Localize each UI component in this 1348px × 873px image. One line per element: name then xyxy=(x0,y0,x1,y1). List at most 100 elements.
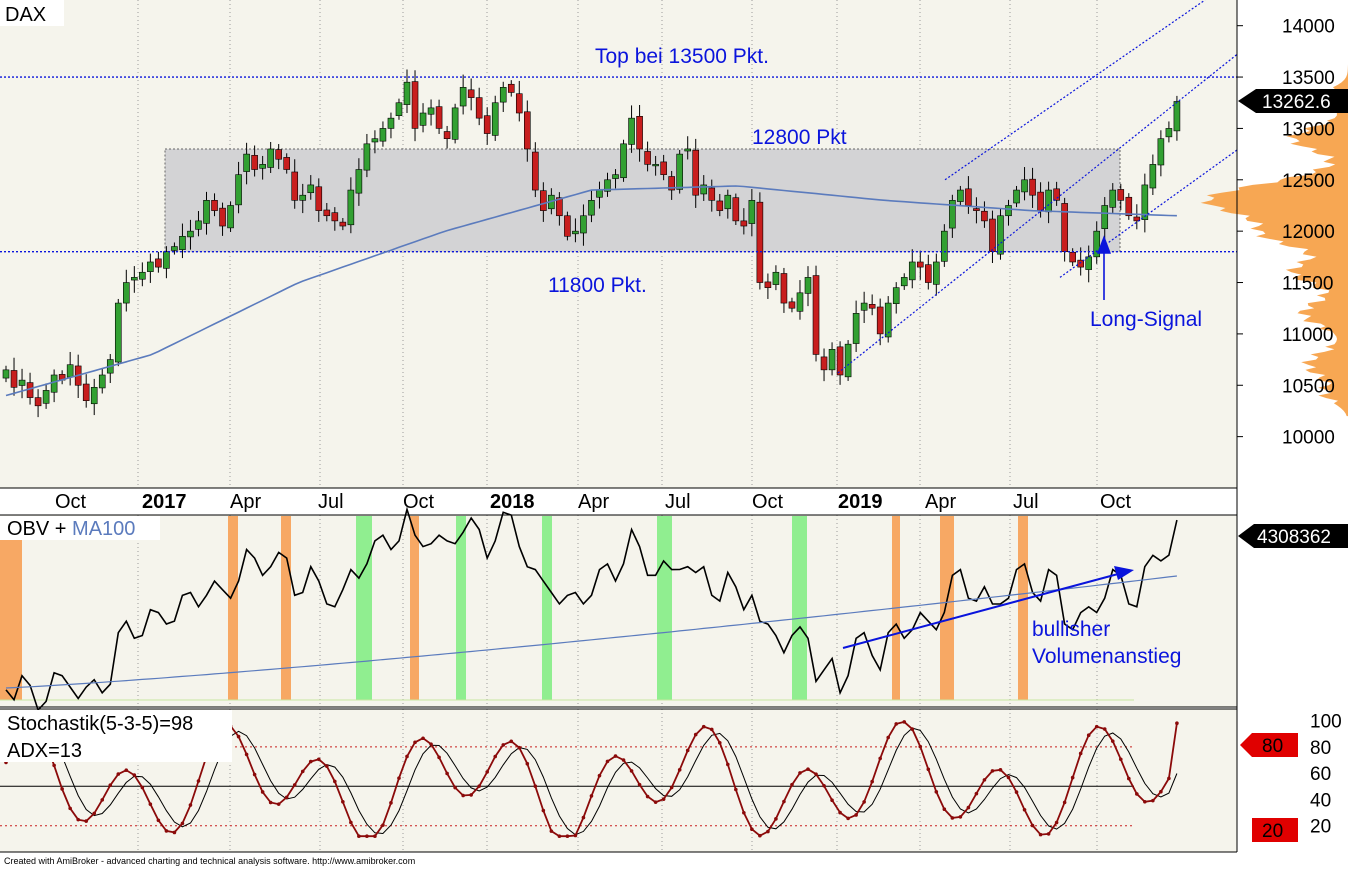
candle-body xyxy=(1061,203,1068,253)
signal-bar xyxy=(792,516,807,700)
stoch-point xyxy=(252,772,257,777)
candle-body xyxy=(997,215,1004,255)
candle-body xyxy=(507,83,515,93)
candle-body xyxy=(50,374,58,393)
signal-bar xyxy=(356,516,372,700)
stoch-point xyxy=(517,745,522,750)
x-tick-label: Jul xyxy=(1013,491,1039,513)
stoch-point xyxy=(156,818,161,823)
stoch-point xyxy=(1070,775,1075,780)
candle-body xyxy=(307,184,315,194)
stoch-point xyxy=(1078,751,1083,756)
candle-body xyxy=(588,200,595,216)
stoch-point xyxy=(910,727,915,731)
stoch-point xyxy=(1086,733,1091,738)
stoch-point xyxy=(798,771,802,775)
stoch-point xyxy=(429,742,433,746)
stoch-point xyxy=(1167,776,1171,781)
stoch-point xyxy=(1046,832,1051,836)
stoch-point xyxy=(742,810,746,815)
stoch-point xyxy=(766,829,770,834)
candle-body xyxy=(459,87,467,107)
x-tick-label: Oct xyxy=(752,491,784,513)
candle-body xyxy=(34,397,42,407)
candle-body xyxy=(315,186,323,211)
candle-body xyxy=(163,251,170,269)
stoch-point xyxy=(124,768,129,773)
x-tick-label: Jul xyxy=(318,491,344,513)
candle-body xyxy=(708,187,716,201)
candle-body xyxy=(660,161,667,175)
stoch-point xyxy=(52,763,56,768)
stoch-point xyxy=(790,782,794,787)
candle-body xyxy=(411,81,419,129)
candle-body xyxy=(1077,259,1084,268)
stoch-point xyxy=(774,817,778,821)
stoch-point xyxy=(734,787,738,792)
stoch-point xyxy=(533,784,538,789)
candle-body xyxy=(235,174,242,206)
signal-bar xyxy=(410,516,419,700)
obv-trend-arrow-shaft xyxy=(842,573,1119,649)
stoch-point xyxy=(196,779,201,783)
candle-body xyxy=(42,390,50,404)
candle-body xyxy=(123,282,130,304)
candle-body xyxy=(131,277,138,281)
stoch-point xyxy=(589,794,594,798)
y-tick-label: 12500 xyxy=(1282,171,1335,192)
stoch-point xyxy=(958,815,963,819)
footer-credit: Created with AmiBroker - advanced charti… xyxy=(4,856,415,866)
obv-panel xyxy=(0,506,1178,712)
stoch-point xyxy=(1038,832,1043,837)
candle-body xyxy=(299,194,307,201)
stoch-point xyxy=(1110,739,1115,743)
stoch-point xyxy=(100,798,105,802)
svg-text:13262.6: 13262.6 xyxy=(1262,92,1331,113)
candle-body xyxy=(876,306,884,335)
stoch-point xyxy=(942,807,947,812)
top-annotation: Top bei 13500 Pkt. xyxy=(595,45,769,68)
stoch-point xyxy=(493,754,498,759)
candle-body xyxy=(211,200,218,211)
candle-body xyxy=(1141,184,1149,220)
obv-note-line1: bullisher xyxy=(1032,618,1110,641)
candle-body xyxy=(540,190,547,211)
stoch-point xyxy=(365,834,369,839)
candle-body xyxy=(355,169,363,194)
stoch-point xyxy=(830,798,834,803)
stoch-point xyxy=(405,754,409,759)
stoch-point xyxy=(685,748,690,753)
stoch-point xyxy=(637,782,642,787)
candle-body xyxy=(403,81,411,105)
stoch-point xyxy=(902,720,907,724)
candle-body xyxy=(1029,178,1036,196)
x-tick-label: Apr xyxy=(578,491,609,513)
stoch-point xyxy=(333,779,337,784)
stoch-point xyxy=(172,830,177,835)
candle-body xyxy=(419,112,427,126)
candle-body xyxy=(66,364,74,378)
y-tick-label: 11500 xyxy=(1282,274,1333,295)
x-tick-label: Oct xyxy=(1100,491,1132,513)
candle-body xyxy=(1173,101,1181,132)
signal-bar xyxy=(456,516,466,700)
candle-body xyxy=(259,164,266,169)
obv-ma-line xyxy=(5,575,1177,689)
candle-body xyxy=(732,197,740,222)
stoch-point xyxy=(509,739,514,744)
stoch-point xyxy=(316,757,321,762)
candle-body xyxy=(82,383,90,401)
stoch-level-low-badge: 20 xyxy=(1252,818,1298,842)
candle-body xyxy=(748,200,756,224)
stoch-point xyxy=(717,741,722,745)
candle-body xyxy=(1101,205,1109,229)
candle-body xyxy=(98,374,106,389)
candle-body xyxy=(1125,196,1133,217)
stoch-y-tick-label: 20 xyxy=(1310,817,1331,838)
stoch-point xyxy=(838,810,842,815)
candle-body xyxy=(195,220,202,230)
candle-body xyxy=(700,184,708,195)
stoch-y-tick-label: 80 xyxy=(1310,738,1331,759)
stoch-point xyxy=(750,827,754,832)
signal-bar xyxy=(0,516,22,700)
